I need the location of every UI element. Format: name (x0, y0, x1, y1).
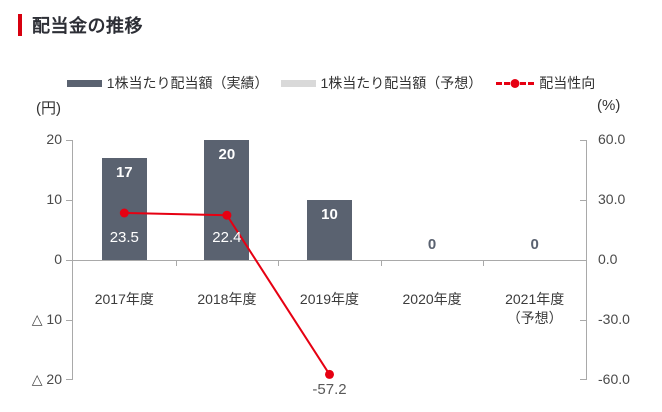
left-axis-tick-label: 0 (54, 251, 62, 267)
right-axis-tick-label: -30.0 (598, 311, 630, 327)
category-boundary-tick (380, 260, 382, 266)
page-title: 配当金の推移 (32, 16, 143, 36)
payout-ratio-point-label: 22.4 (212, 229, 242, 247)
bar-value-label: 17 (115, 164, 133, 181)
legend-forecast-label: 1株当たり配当額（予想） (320, 75, 483, 91)
category-label: 2018年度 (197, 291, 257, 307)
right-axis-tick-label: 60.0 (598, 131, 626, 147)
legend-payout-dot-icon (510, 78, 520, 88)
right-axis-tick (580, 320, 586, 321)
legend-actual-swatch-icon (66, 79, 102, 87)
left-axis-tick (66, 140, 72, 141)
chart-legend: 1株当たり配当額（実績） 1株当たり配当額（予想） 配当性向 (0, 74, 662, 92)
right-axis-tick (580, 379, 586, 380)
right-axis-tick (580, 200, 586, 201)
bar-value-label: 20 (218, 146, 236, 163)
right-axis-tick-label: -60.0 (598, 371, 630, 387)
category-label: 2021年度 （予想） (505, 291, 565, 326)
left-axis-tick (66, 320, 72, 321)
left-axis-tick (66, 260, 72, 261)
bar-zero-label: 0 (427, 236, 437, 253)
left-axis-tick-label: 10 (46, 191, 62, 207)
plot-area: 20 60.0 10 30.0 0 0.0 △ 10 -30.0 △ 20 -60.0 2017年度… (32, 131, 630, 398)
right-axis-unit: (%) (597, 97, 621, 114)
category-label: 2019年度 (299, 291, 360, 307)
legend-forecast-swatch-icon (280, 79, 316, 87)
payout-ratio-point-label: 23.5 (109, 229, 139, 246)
right-axis-tick (580, 140, 586, 141)
category-label: 2017年度 (94, 291, 154, 307)
category-boundary-tick (175, 260, 177, 266)
payout-ratio-point-label: -57.2 (312, 381, 347, 399)
left-axis-tick (66, 200, 72, 201)
left-axis-tick-label: 20 (46, 131, 62, 147)
left-axis-tick-label: △ 10 (31, 311, 62, 327)
bar-zero-label: 0 (530, 236, 539, 253)
left-axis-tick (66, 379, 72, 380)
legend-payout-line-icon (496, 78, 535, 88)
left-axis-tick-label: △ 20 (31, 371, 62, 387)
legend-actual-label: 1株当たり配当額（実績） (106, 75, 269, 91)
category-boundary-tick (278, 260, 280, 266)
category-boundary-tick (483, 260, 485, 266)
section-header: 配当金の推移 (18, 12, 143, 38)
left-axis-unit: (円) (36, 100, 61, 117)
payout-ratio-point (325, 369, 334, 379)
right-axis-tick-label: 0.0 (598, 251, 618, 267)
right-axis-tick-label: 30.0 (598, 191, 626, 207)
legend-payout-label: 配当性向 (539, 75, 596, 91)
title-accent-bar (18, 14, 22, 36)
category-label: 2020年度 (402, 291, 462, 307)
bar-value-label: 10 (321, 206, 338, 223)
right-axis-tick (580, 260, 586, 261)
